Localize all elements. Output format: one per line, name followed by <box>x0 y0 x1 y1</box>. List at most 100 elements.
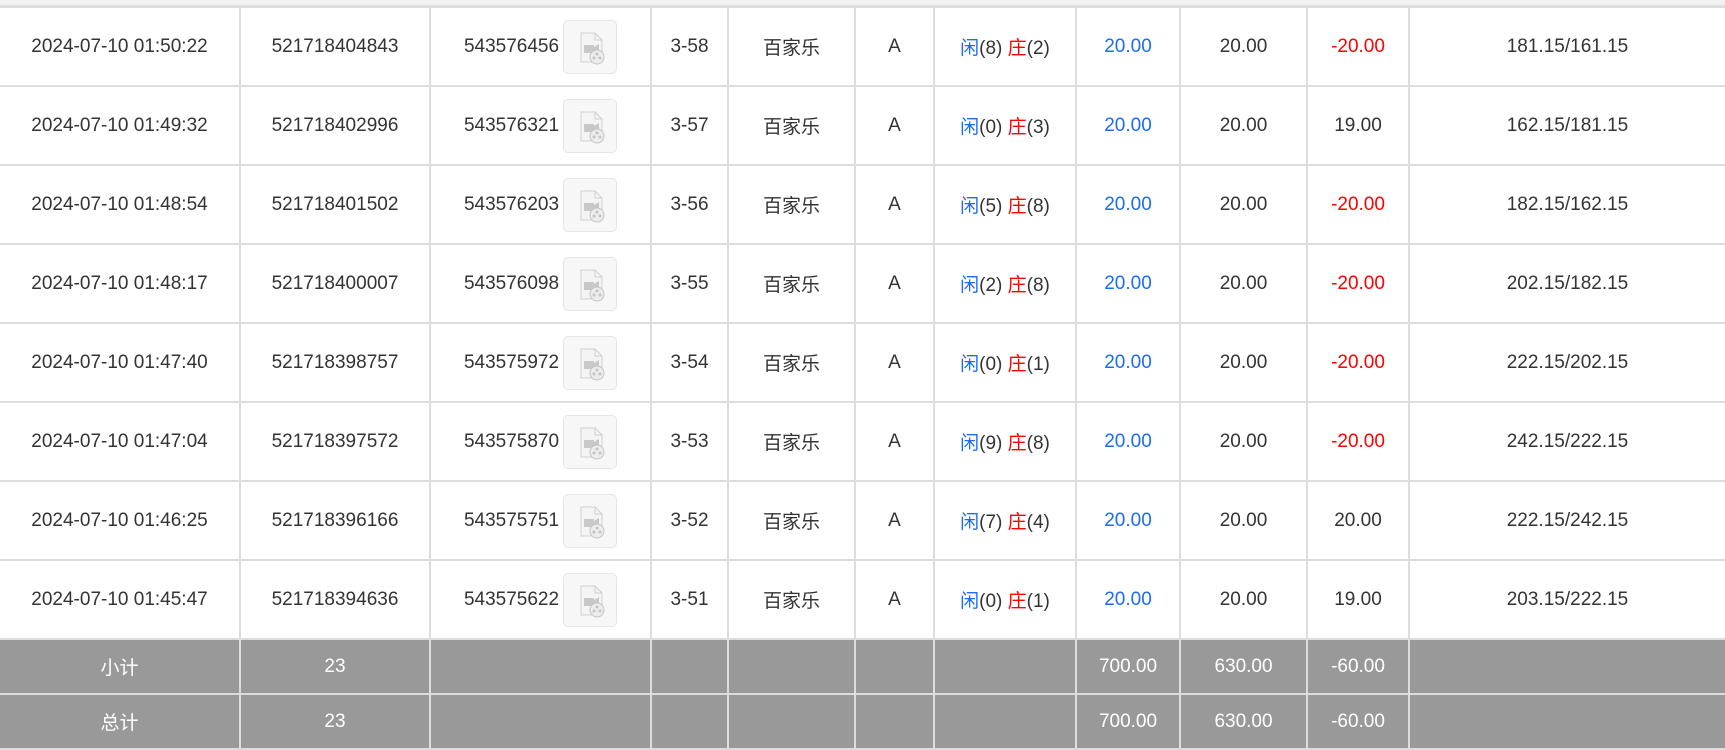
balance: 162.15/181.15 <box>1408 85 1725 166</box>
table-number: 3-56 <box>650 164 729 245</box>
order-number: 521718394636 <box>239 559 431 640</box>
video-file-icon[interactable] <box>563 414 618 469</box>
empty-cell <box>854 638 935 695</box>
empty-cell <box>854 693 935 750</box>
video-file-icon[interactable] <box>563 572 618 627</box>
summary-valid: 630.00 <box>1179 693 1308 750</box>
empty-cell <box>429 638 652 695</box>
banker-score: (4) <box>1026 512 1050 533</box>
player-label: 闲 <box>960 275 980 296</box>
bet-time: 2024-07-10 01:47:04 <box>0 401 241 482</box>
bet-amount: 20.00 <box>1075 559 1181 640</box>
table-row: 2024-07-10 01:48:17 521718400007 54357609… <box>0 243 1725 324</box>
banker-label: 庄 <box>1007 433 1027 454</box>
balance: 181.15/161.15 <box>1408 6 1725 87</box>
table-row: 2024-07-10 01:47:04 521718397572 54357587… <box>0 401 1725 482</box>
valid-bet: 20.00 <box>1179 322 1308 403</box>
video-file-icon[interactable] <box>563 19 618 74</box>
banker-score: (3) <box>1026 117 1050 138</box>
game-name: 百家乐 <box>727 164 856 245</box>
table-number: 3-57 <box>650 85 729 166</box>
game-name: 百家乐 <box>727 559 856 640</box>
bet-amount: 20.00 <box>1075 401 1181 482</box>
game-name: 百家乐 <box>727 85 856 166</box>
hall: A <box>854 322 935 403</box>
hall: A <box>854 85 935 166</box>
video-file-icon[interactable] <box>563 177 618 232</box>
valid-bet: 20.00 <box>1179 480 1308 561</box>
hall: A <box>854 559 935 640</box>
order-number: 521718400007 <box>239 243 431 324</box>
table-number: 3-52 <box>650 480 729 561</box>
table-number: 3-54 <box>650 322 729 403</box>
summary-label: 总计 <box>0 693 241 750</box>
player-score: (5) <box>979 196 1003 217</box>
video-file-icon[interactable] <box>563 493 618 548</box>
round-cell: 543575972 <box>429 322 652 403</box>
round-number: 543575751 <box>463 509 560 531</box>
win-loss: -20.00 <box>1306 322 1410 403</box>
bet-amount: 20.00 <box>1075 322 1181 403</box>
win-loss: 19.00 <box>1306 559 1410 640</box>
balance: 242.15/222.15 <box>1408 401 1725 482</box>
summary-row: 总计 23 700.00 630.00 -60.00 <box>0 693 1725 750</box>
result-cell: 闲(7) 庄(4) <box>933 480 1077 561</box>
hall: A <box>854 243 935 324</box>
empty-cell <box>650 638 729 695</box>
bet-amount: 20.00 <box>1075 243 1181 324</box>
table-row: 2024-07-10 01:49:32 521718402996 54357632… <box>0 85 1725 166</box>
round-cell: 543575870 <box>429 401 652 482</box>
summary-bet: 700.00 <box>1075 638 1181 695</box>
video-file-icon[interactable] <box>563 256 618 311</box>
player-label: 闲 <box>960 38 980 59</box>
player-label: 闲 <box>960 354 980 375</box>
round-cell: 543576321 <box>429 85 652 166</box>
game-name: 百家乐 <box>727 322 856 403</box>
bet-amount: 20.00 <box>1075 164 1181 245</box>
empty-cell <box>727 693 856 750</box>
video-file-icon[interactable] <box>563 98 618 153</box>
video-file-icon[interactable] <box>563 335 618 390</box>
player-score: (0) <box>979 591 1003 612</box>
result-cell: 闲(2) 庄(8) <box>933 243 1077 324</box>
bet-time: 2024-07-10 01:45:47 <box>0 559 241 640</box>
banker-label: 庄 <box>1007 275 1027 296</box>
player-label: 闲 <box>960 196 980 217</box>
win-loss: -20.00 <box>1306 164 1410 245</box>
player-label: 闲 <box>960 591 980 612</box>
balance: 202.15/182.15 <box>1408 243 1725 324</box>
round-cell: 543575622 <box>429 559 652 640</box>
bet-time: 2024-07-10 01:47:40 <box>0 322 241 403</box>
order-number: 521718397572 <box>239 401 431 482</box>
round-number: 543576456 <box>463 35 560 57</box>
order-number: 521718396166 <box>239 480 431 561</box>
round-number: 543575972 <box>463 351 560 373</box>
empty-cell <box>933 638 1077 695</box>
game-name: 百家乐 <box>727 480 856 561</box>
round-cell: 543576098 <box>429 243 652 324</box>
player-label: 闲 <box>960 433 980 454</box>
summary-win: -60.00 <box>1306 638 1410 695</box>
banker-label: 庄 <box>1007 354 1027 375</box>
banker-score: (2) <box>1026 38 1050 59</box>
bet-amount: 20.00 <box>1075 480 1181 561</box>
banker-score: (8) <box>1026 433 1050 454</box>
table-row: 2024-07-10 01:45:47 521718394636 54357562… <box>0 559 1725 640</box>
win-loss: -20.00 <box>1306 6 1410 87</box>
round-cell: 543576456 <box>429 6 652 87</box>
valid-bet: 20.00 <box>1179 85 1308 166</box>
bet-time: 2024-07-10 01:49:32 <box>0 85 241 166</box>
bet-records-table: 2024-07-10 01:50:22 521718404843 54357645… <box>0 6 1725 750</box>
empty-cell <box>1408 638 1725 695</box>
round-number: 543576203 <box>463 193 560 215</box>
balance: 182.15/162.15 <box>1408 164 1725 245</box>
summary-label: 小计 <box>0 638 241 695</box>
banker-label: 庄 <box>1007 591 1027 612</box>
round-number: 543575870 <box>463 430 560 452</box>
banker-score: (8) <box>1026 275 1050 296</box>
round-cell: 543576203 <box>429 164 652 245</box>
valid-bet: 20.00 <box>1179 243 1308 324</box>
result-cell: 闲(0) 庄(1) <box>933 559 1077 640</box>
result-cell: 闲(5) 庄(8) <box>933 164 1077 245</box>
banker-score: (8) <box>1026 196 1050 217</box>
